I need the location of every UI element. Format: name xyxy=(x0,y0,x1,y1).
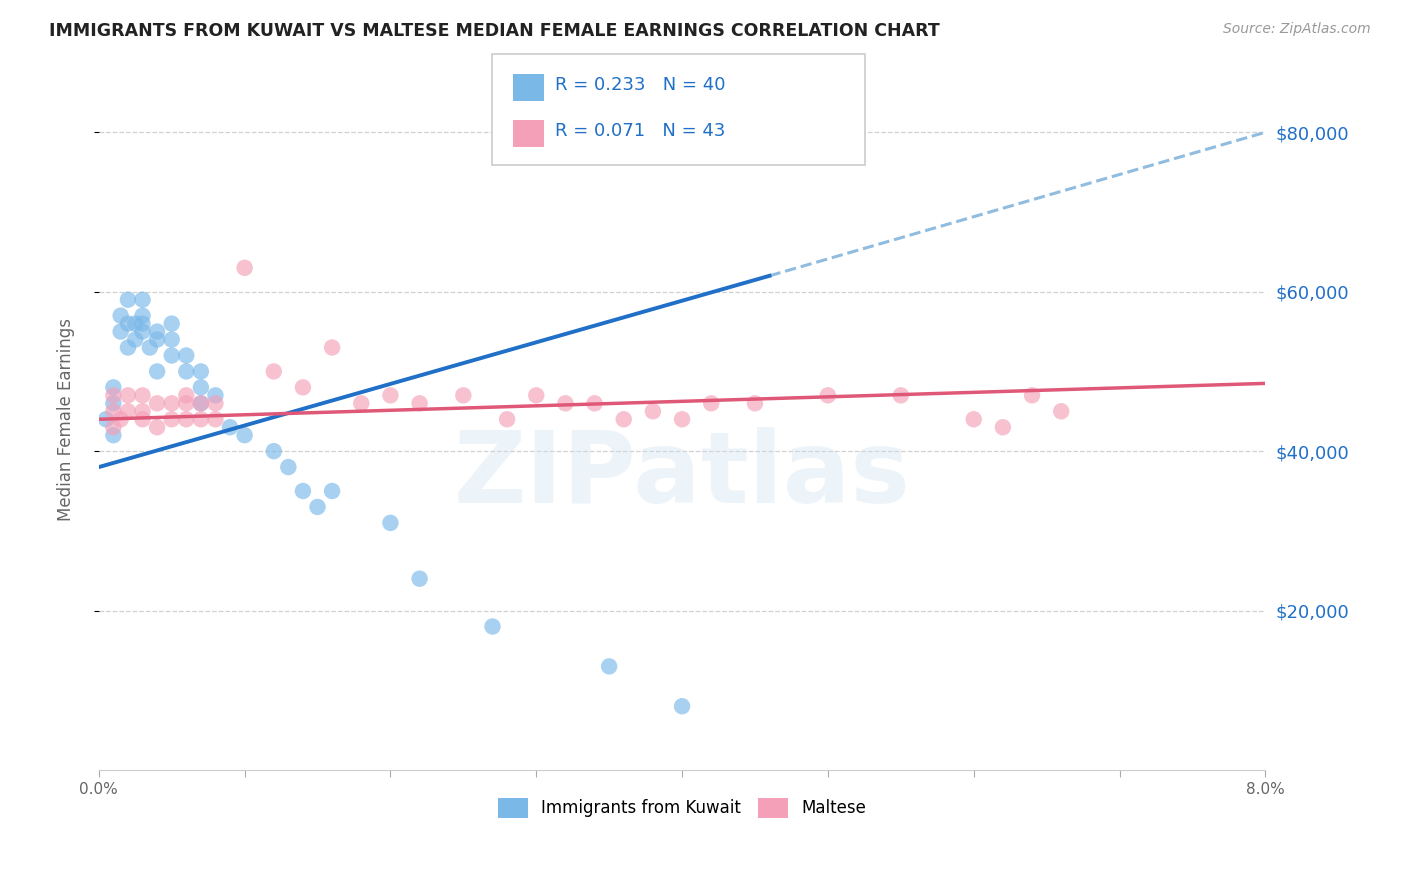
Point xyxy=(277,460,299,475)
Legend: Immigrants from Kuwait, Maltese: Immigrants from Kuwait, Maltese xyxy=(491,791,873,825)
Text: R = 0.233   N = 40: R = 0.233 N = 40 xyxy=(555,76,725,94)
Point xyxy=(524,388,547,402)
Point xyxy=(263,444,285,458)
Point xyxy=(204,388,226,402)
Point xyxy=(496,412,519,426)
Point xyxy=(174,388,197,402)
Point xyxy=(160,396,183,410)
Text: IMMIGRANTS FROM KUWAIT VS MALTESE MEDIAN FEMALE EARNINGS CORRELATION CHART: IMMIGRANTS FROM KUWAIT VS MALTESE MEDIAN… xyxy=(49,22,941,40)
Point xyxy=(103,404,125,418)
Point xyxy=(110,309,132,323)
Text: Source: ZipAtlas.com: Source: ZipAtlas.com xyxy=(1223,22,1371,37)
Point xyxy=(117,341,139,355)
Point xyxy=(453,388,475,402)
Point xyxy=(190,396,212,410)
Point xyxy=(146,420,169,434)
Point xyxy=(263,364,285,378)
Point xyxy=(146,396,169,410)
Point xyxy=(890,388,912,402)
Point xyxy=(963,412,986,426)
Point xyxy=(160,349,183,363)
Text: ZIPatlas: ZIPatlas xyxy=(454,427,911,524)
Point xyxy=(190,380,212,394)
Point xyxy=(160,333,183,347)
Point xyxy=(174,412,197,426)
Point xyxy=(380,516,402,530)
Point xyxy=(110,412,132,426)
Point xyxy=(481,619,503,633)
Point xyxy=(174,396,197,410)
Point xyxy=(350,396,373,410)
Point xyxy=(190,396,212,410)
Point xyxy=(1021,388,1043,402)
Point xyxy=(131,317,153,331)
Point xyxy=(94,412,117,426)
Point xyxy=(641,404,664,418)
Point xyxy=(554,396,576,410)
Point xyxy=(408,396,430,410)
Point xyxy=(671,412,693,426)
Y-axis label: Median Female Earnings: Median Female Earnings xyxy=(58,318,75,521)
Point xyxy=(131,293,153,307)
Point xyxy=(103,380,125,394)
Point xyxy=(219,420,242,434)
Point xyxy=(204,396,226,410)
Point xyxy=(817,388,839,402)
Point xyxy=(103,420,125,434)
Point xyxy=(583,396,606,410)
Point xyxy=(291,380,314,394)
Point xyxy=(613,412,636,426)
Point xyxy=(131,388,153,402)
Point xyxy=(117,404,139,418)
Point xyxy=(991,420,1014,434)
Point xyxy=(321,483,343,498)
Point xyxy=(160,317,183,331)
Point xyxy=(190,364,212,378)
Point xyxy=(408,572,430,586)
Point xyxy=(174,349,197,363)
Point xyxy=(1050,404,1073,418)
Point xyxy=(204,412,226,426)
Point xyxy=(291,483,314,498)
Point xyxy=(598,659,620,673)
Point xyxy=(233,260,256,275)
Point xyxy=(321,341,343,355)
Point xyxy=(131,325,153,339)
Point xyxy=(146,325,169,339)
Point xyxy=(117,293,139,307)
Point xyxy=(124,333,146,347)
Point xyxy=(117,388,139,402)
Point xyxy=(117,317,139,331)
Point xyxy=(744,396,766,410)
Point xyxy=(174,364,197,378)
Point xyxy=(307,500,329,514)
Point xyxy=(380,388,402,402)
Point xyxy=(146,364,169,378)
Point xyxy=(700,396,723,410)
Point xyxy=(671,699,693,714)
Point xyxy=(131,412,153,426)
Point xyxy=(103,388,125,402)
Point xyxy=(146,333,169,347)
Point xyxy=(233,428,256,442)
Point xyxy=(139,341,162,355)
Point xyxy=(131,404,153,418)
Text: R = 0.071   N = 43: R = 0.071 N = 43 xyxy=(555,122,725,140)
Point xyxy=(110,325,132,339)
Point xyxy=(131,309,153,323)
Point xyxy=(190,412,212,426)
Point xyxy=(160,412,183,426)
Point xyxy=(103,396,125,410)
Point xyxy=(124,317,146,331)
Point xyxy=(103,428,125,442)
